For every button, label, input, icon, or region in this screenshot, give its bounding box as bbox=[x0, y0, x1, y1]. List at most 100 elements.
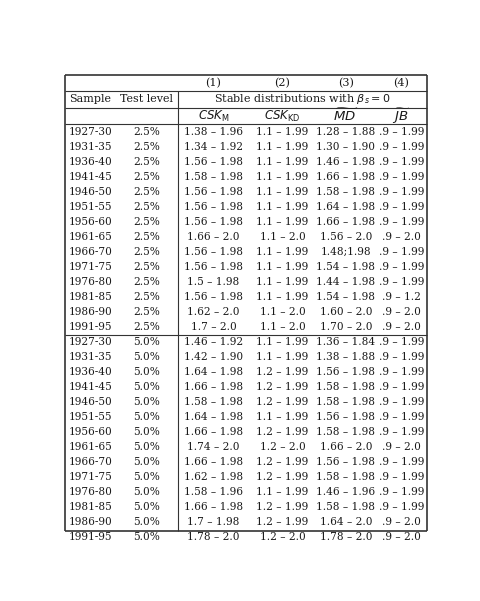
Text: 1936-40: 1936-40 bbox=[69, 157, 112, 167]
Text: .9 – 1.99: .9 – 1.99 bbox=[379, 262, 424, 272]
Text: 1.1 – 2.0: 1.1 – 2.0 bbox=[260, 307, 305, 317]
Text: 1.58 – 1.98: 1.58 – 1.98 bbox=[316, 187, 375, 197]
Text: 2.5%: 2.5% bbox=[133, 127, 160, 137]
Text: .9 – 1.99: .9 – 1.99 bbox=[379, 487, 424, 498]
Text: 2.5%: 2.5% bbox=[133, 142, 160, 152]
Text: 1.2 – 2.0: 1.2 – 2.0 bbox=[260, 442, 305, 453]
Text: 1.7 – 2.0: 1.7 – 2.0 bbox=[191, 322, 236, 332]
Text: 1961-65: 1961-65 bbox=[69, 442, 112, 453]
Text: .9 – 1.99: .9 – 1.99 bbox=[379, 502, 424, 513]
Text: 1.64 – 2.0: 1.64 – 2.0 bbox=[320, 517, 372, 528]
Text: Sample: Sample bbox=[70, 94, 112, 105]
Text: 1.58 – 1.98: 1.58 – 1.98 bbox=[316, 472, 375, 483]
Text: 1.1 – 1.99: 1.1 – 1.99 bbox=[256, 337, 309, 347]
Text: 1.1 – 1.99: 1.1 – 1.99 bbox=[256, 127, 309, 137]
Text: 1951-55: 1951-55 bbox=[69, 202, 112, 212]
Text: 2.5%: 2.5% bbox=[133, 292, 160, 302]
Text: 1.1 – 1.99: 1.1 – 1.99 bbox=[256, 247, 309, 257]
Text: .9 – 1.99: .9 – 1.99 bbox=[379, 427, 424, 438]
Text: 1.2 – 1.99: 1.2 – 1.99 bbox=[256, 472, 309, 483]
Text: 1.54 – 1.98: 1.54 – 1.98 bbox=[316, 262, 375, 272]
Text: 1.58 – 1.98: 1.58 – 1.98 bbox=[184, 172, 243, 182]
Text: 1.74 – 2.0: 1.74 – 2.0 bbox=[187, 442, 240, 453]
Text: 1.2 – 2.0: 1.2 – 2.0 bbox=[260, 532, 305, 542]
Text: 1971-75: 1971-75 bbox=[69, 472, 112, 483]
Text: 1.58 – 1.98: 1.58 – 1.98 bbox=[316, 502, 375, 513]
Text: 2.5%: 2.5% bbox=[133, 262, 160, 272]
Text: 1976-80: 1976-80 bbox=[69, 277, 112, 287]
Text: .9 – 1.99: .9 – 1.99 bbox=[379, 187, 424, 197]
Text: 1981-85: 1981-85 bbox=[69, 292, 112, 302]
Text: 1.34 – 1.92: 1.34 – 1.92 bbox=[184, 142, 243, 152]
Text: 1.1 – 1.99: 1.1 – 1.99 bbox=[256, 142, 309, 152]
Text: 1.62 – 1.98: 1.62 – 1.98 bbox=[184, 472, 243, 483]
Text: 1966-70: 1966-70 bbox=[69, 457, 112, 468]
Text: 1931-35: 1931-35 bbox=[69, 352, 112, 362]
Text: 1.64 – 1.98: 1.64 – 1.98 bbox=[184, 412, 243, 423]
Text: 1.1 – 1.99: 1.1 – 1.99 bbox=[256, 217, 309, 227]
Text: .9 – 2.0: .9 – 2.0 bbox=[382, 517, 421, 528]
Text: 1931-35: 1931-35 bbox=[69, 142, 112, 152]
Text: 1.56 – 1.98: 1.56 – 1.98 bbox=[316, 412, 375, 423]
Text: 1936-40: 1936-40 bbox=[69, 367, 112, 377]
Text: 1986-90: 1986-90 bbox=[69, 307, 112, 317]
Text: 1991-95: 1991-95 bbox=[69, 532, 112, 542]
Text: 5.0%: 5.0% bbox=[133, 517, 160, 528]
Text: 1.56 – 1.98: 1.56 – 1.98 bbox=[316, 367, 375, 377]
Text: .9 – 1.99: .9 – 1.99 bbox=[379, 247, 424, 257]
Text: 1.46 – 1.96: 1.46 – 1.96 bbox=[316, 487, 375, 498]
Text: 2.5%: 2.5% bbox=[133, 157, 160, 167]
Text: .9 – 2.0: .9 – 2.0 bbox=[382, 307, 421, 317]
Text: 5.0%: 5.0% bbox=[133, 532, 160, 542]
Text: 1.66 – 2.0: 1.66 – 2.0 bbox=[320, 442, 372, 453]
Text: 2.5%: 2.5% bbox=[133, 202, 160, 212]
Text: 1961-65: 1961-65 bbox=[69, 232, 112, 242]
Text: 1956-60: 1956-60 bbox=[69, 217, 112, 227]
Text: $\widetilde{JB}$: $\widetilde{JB}$ bbox=[392, 106, 410, 126]
Text: 1951-55: 1951-55 bbox=[69, 412, 112, 423]
Text: 1.54 – 1.98: 1.54 – 1.98 bbox=[316, 292, 375, 302]
Text: .9 – 1.99: .9 – 1.99 bbox=[379, 172, 424, 182]
Text: 2.5%: 2.5% bbox=[133, 247, 160, 257]
Text: 5.0%: 5.0% bbox=[133, 367, 160, 377]
Text: 1.1 – 1.99: 1.1 – 1.99 bbox=[256, 487, 309, 498]
Text: 5.0%: 5.0% bbox=[133, 457, 160, 468]
Text: .9 – 2.0: .9 – 2.0 bbox=[382, 322, 421, 332]
Text: 5.0%: 5.0% bbox=[133, 397, 160, 407]
Text: 1.7 – 1.98: 1.7 – 1.98 bbox=[187, 517, 240, 528]
Text: 1.56 – 1.98: 1.56 – 1.98 bbox=[316, 457, 375, 468]
Text: 1.1 – 2.0: 1.1 – 2.0 bbox=[260, 232, 305, 242]
Text: 1.66 – 1.98: 1.66 – 1.98 bbox=[184, 457, 243, 468]
Text: (1): (1) bbox=[205, 78, 221, 88]
Text: 1991-95: 1991-95 bbox=[69, 322, 112, 332]
Text: .9 – 1.99: .9 – 1.99 bbox=[379, 277, 424, 287]
Text: 1.56 – 1.98: 1.56 – 1.98 bbox=[184, 202, 243, 212]
Text: 1.1 – 1.99: 1.1 – 1.99 bbox=[256, 412, 309, 423]
Text: (3): (3) bbox=[338, 78, 354, 88]
Text: 1941-45: 1941-45 bbox=[69, 172, 112, 182]
Text: 1.66 – 1.98: 1.66 – 1.98 bbox=[184, 382, 243, 392]
Text: 1.66 – 1.98: 1.66 – 1.98 bbox=[184, 427, 243, 438]
Text: .9 – 1.99: .9 – 1.99 bbox=[379, 472, 424, 483]
Text: 1.44 – 1.98: 1.44 – 1.98 bbox=[316, 277, 375, 287]
Text: $\widetilde{MD}$: $\widetilde{MD}$ bbox=[333, 108, 359, 124]
Text: 5.0%: 5.0% bbox=[133, 502, 160, 513]
Text: 1.2 – 1.99: 1.2 – 1.99 bbox=[256, 457, 309, 468]
Text: 1.56 – 1.98: 1.56 – 1.98 bbox=[184, 292, 243, 302]
Text: 1.2 – 1.99: 1.2 – 1.99 bbox=[256, 382, 309, 392]
Text: 1.1 – 1.99: 1.1 – 1.99 bbox=[256, 277, 309, 287]
Text: .9 – 1.99: .9 – 1.99 bbox=[379, 382, 424, 392]
Text: 1.1 – 1.99: 1.1 – 1.99 bbox=[256, 292, 309, 302]
Text: 1.56 – 1.98: 1.56 – 1.98 bbox=[184, 247, 243, 257]
Text: .9 – 1.99: .9 – 1.99 bbox=[379, 412, 424, 423]
Text: 1.1 – 1.99: 1.1 – 1.99 bbox=[256, 352, 309, 362]
Text: .9 – 2.0: .9 – 2.0 bbox=[382, 232, 421, 242]
Text: 1.64 – 1.98: 1.64 – 1.98 bbox=[184, 367, 243, 377]
Text: $\mathit{CSK}_{\mathrm{KD}}$: $\mathit{CSK}_{\mathrm{KD}}$ bbox=[264, 108, 300, 124]
Text: 1.1 – 1.99: 1.1 – 1.99 bbox=[256, 202, 309, 212]
Text: 1.1 – 1.99: 1.1 – 1.99 bbox=[256, 157, 309, 167]
Text: 1.66 – 1.98: 1.66 – 1.98 bbox=[316, 172, 375, 182]
Text: 1.48;1.98: 1.48;1.98 bbox=[321, 247, 372, 257]
Text: 1946-50: 1946-50 bbox=[69, 187, 112, 197]
Text: 1.78 – 2.0: 1.78 – 2.0 bbox=[320, 532, 372, 542]
